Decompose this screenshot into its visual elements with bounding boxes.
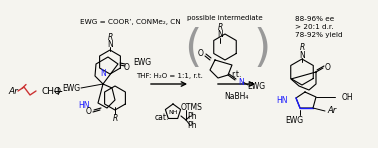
- Text: cat.: cat.: [155, 112, 169, 122]
- Text: NaBH₄: NaBH₄: [224, 91, 248, 100]
- Text: 88-96% ee: 88-96% ee: [295, 16, 334, 22]
- Text: Ph: Ph: [187, 111, 197, 120]
- Text: OH: OH: [342, 92, 354, 102]
- Text: R: R: [107, 33, 113, 41]
- Text: N: N: [238, 78, 244, 86]
- Text: CHO: CHO: [42, 86, 62, 95]
- Text: > 20:1 d.r.: > 20:1 d.r.: [295, 24, 333, 30]
- Text: ): ): [253, 26, 271, 70]
- Text: HN: HN: [276, 95, 288, 104]
- Text: EWG = COOR’, CONMe₂, CN: EWG = COOR’, CONMe₂, CN: [80, 19, 181, 25]
- Text: (: (: [184, 26, 202, 70]
- Text: HN: HN: [79, 100, 90, 110]
- Text: R: R: [299, 42, 305, 52]
- Text: OTMS: OTMS: [181, 103, 203, 111]
- Text: R: R: [112, 114, 118, 123]
- Text: EWG: EWG: [133, 58, 151, 66]
- Text: NH: NH: [168, 110, 178, 115]
- Text: N: N: [217, 29, 223, 38]
- Text: 78-92% yield: 78-92% yield: [295, 32, 342, 38]
- Text: Ar: Ar: [8, 86, 18, 95]
- Text: Ar: Ar: [327, 106, 337, 115]
- Text: Ph: Ph: [187, 122, 197, 131]
- Text: O: O: [86, 107, 92, 115]
- Text: possible intermediate: possible intermediate: [187, 15, 263, 21]
- Text: THF: H₂O = 1:1, r.t.: THF: H₂O = 1:1, r.t.: [136, 73, 203, 79]
- Text: r.t.: r.t.: [231, 70, 241, 78]
- Text: EWG: EWG: [285, 115, 303, 124]
- Text: EWG: EWG: [247, 82, 265, 90]
- Text: O: O: [198, 49, 204, 58]
- Text: O: O: [124, 62, 130, 71]
- Text: N: N: [100, 69, 106, 78]
- Text: O: O: [325, 62, 331, 71]
- Text: N: N: [299, 50, 305, 59]
- Text: N: N: [107, 40, 113, 49]
- Text: +: +: [53, 85, 63, 98]
- Text: EWG: EWG: [62, 83, 80, 92]
- Text: R: R: [217, 22, 223, 32]
